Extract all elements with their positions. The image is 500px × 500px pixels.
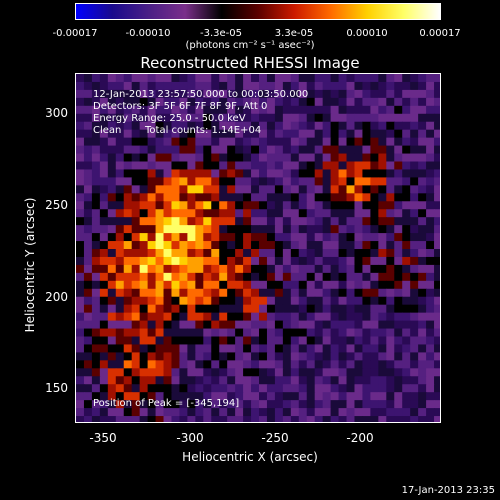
colorbar-tick: -0.00017 <box>52 28 98 39</box>
y-tick: 250 <box>45 198 68 212</box>
colorbar-units: (photons cm⁻² s⁻¹ asec⁻²) <box>185 40 315 51</box>
info-detectors: Detectors: 3F 5F 6F 7F 8F 9F, Att 0 <box>93 101 268 112</box>
heatmap <box>76 74 440 422</box>
x-tick: -250 <box>261 431 289 445</box>
timestamp: 17-Jan-2013 23:35 <box>401 485 495 496</box>
image-plot <box>75 73 441 423</box>
info-peak: Position of Peak = [-345,194] <box>93 398 240 409</box>
colorbar-tick: 0.00010 <box>346 28 388 39</box>
info-counts: Total counts: 1.14E+04 <box>145 125 262 136</box>
y-tick: 150 <box>45 381 68 395</box>
x-axis-label: Heliocentric X (arcsec) <box>182 450 318 464</box>
colorbar-tick: 0.00017 <box>419 28 461 39</box>
plot-title: Reconstructed RHESSI Image <box>140 54 360 72</box>
x-tick: -350 <box>89 431 117 445</box>
x-tick: -300 <box>176 431 204 445</box>
y-tick: 300 <box>45 106 68 120</box>
colorbar-tick: 3.3e-05 <box>274 28 314 39</box>
colorbar-tick: -0.00010 <box>125 28 171 39</box>
info-time-range: 12-Jan-2013 23:57:50.000 to 00:03:50.000 <box>93 89 309 100</box>
colorbar-tick: -3.3e-05 <box>200 28 242 39</box>
info-energy: Energy Range: 25.0 - 50.0 keV <box>93 113 246 124</box>
y-tick: 200 <box>45 290 68 304</box>
info-algorithm: Clean <box>93 125 122 136</box>
x-tick: -200 <box>346 431 374 445</box>
y-axis-label: Heliocentric Y (arcsec) <box>23 197 37 333</box>
colorbar <box>75 3 441 20</box>
